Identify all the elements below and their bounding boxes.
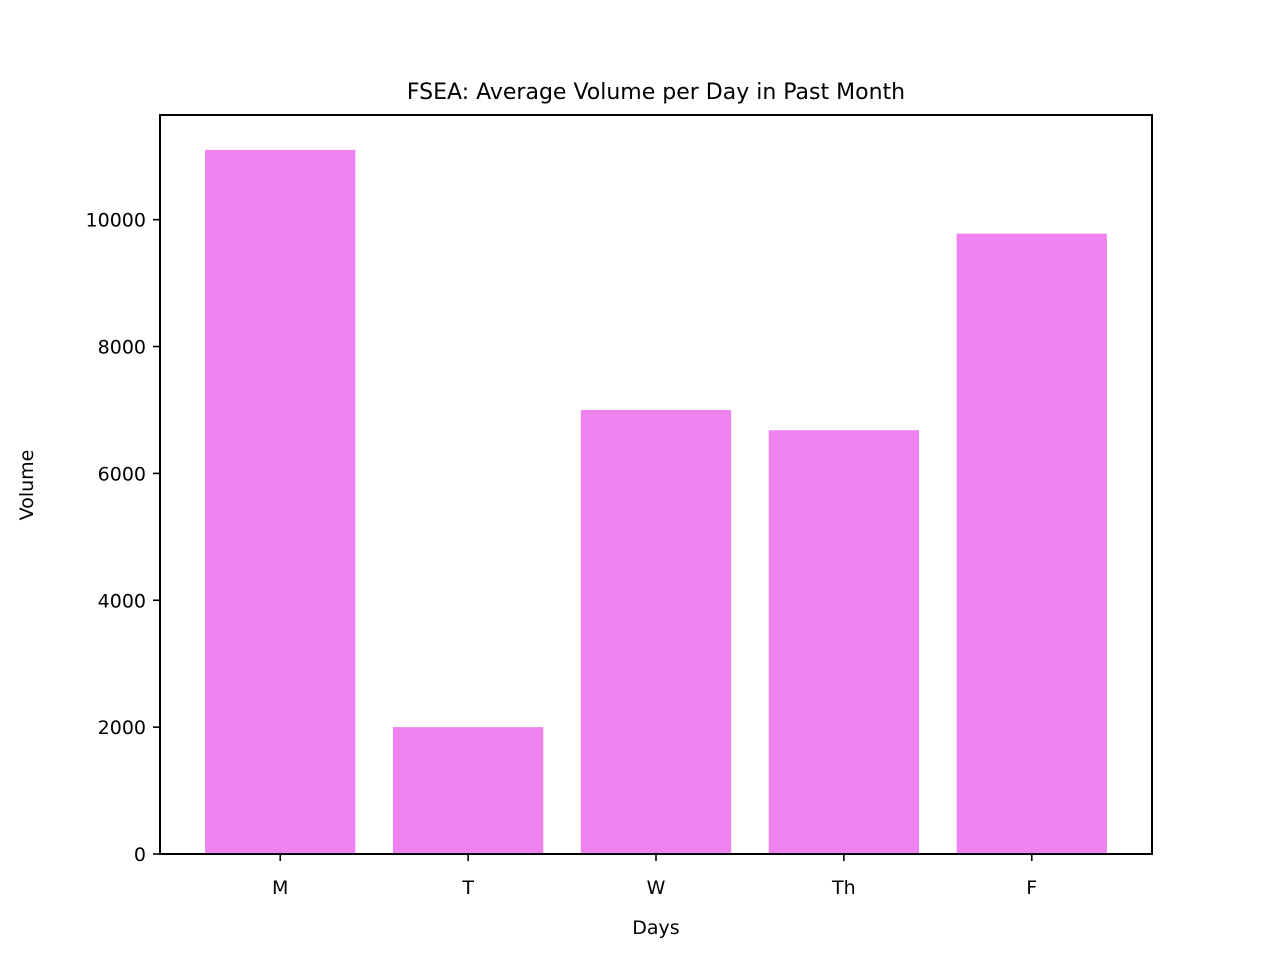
bar-t — [392, 727, 544, 854]
bar-w — [580, 409, 732, 854]
x-tick-label: T — [461, 877, 474, 899]
y-axis-label: Volume — [16, 450, 38, 521]
bars-group — [205, 149, 1107, 854]
y-tick-label: 10000 — [86, 210, 146, 232]
chart-title: FSEA: Average Volume per Day in Past Mon… — [407, 80, 905, 105]
y-axis-ticks: 0 2000 4000 6000 8000 10000 — [86, 210, 160, 866]
x-axis-label: Days — [632, 917, 679, 939]
y-tick-label: 0 — [134, 844, 146, 866]
x-axis-ticks: M T W Th F — [272, 854, 1037, 899]
x-tick-label: F — [1026, 877, 1037, 899]
y-tick-label: 4000 — [98, 590, 146, 612]
y-tick-label: 6000 — [98, 463, 146, 485]
x-tick-label: W — [647, 877, 666, 899]
y-tick-label: 8000 — [98, 337, 146, 359]
bar-th — [768, 430, 920, 854]
y-tick-label: 2000 — [98, 717, 146, 739]
x-tick-label: M — [272, 877, 288, 899]
bar-m — [205, 149, 356, 854]
x-tick-label: Th — [831, 877, 856, 899]
bar-f — [956, 233, 1107, 854]
